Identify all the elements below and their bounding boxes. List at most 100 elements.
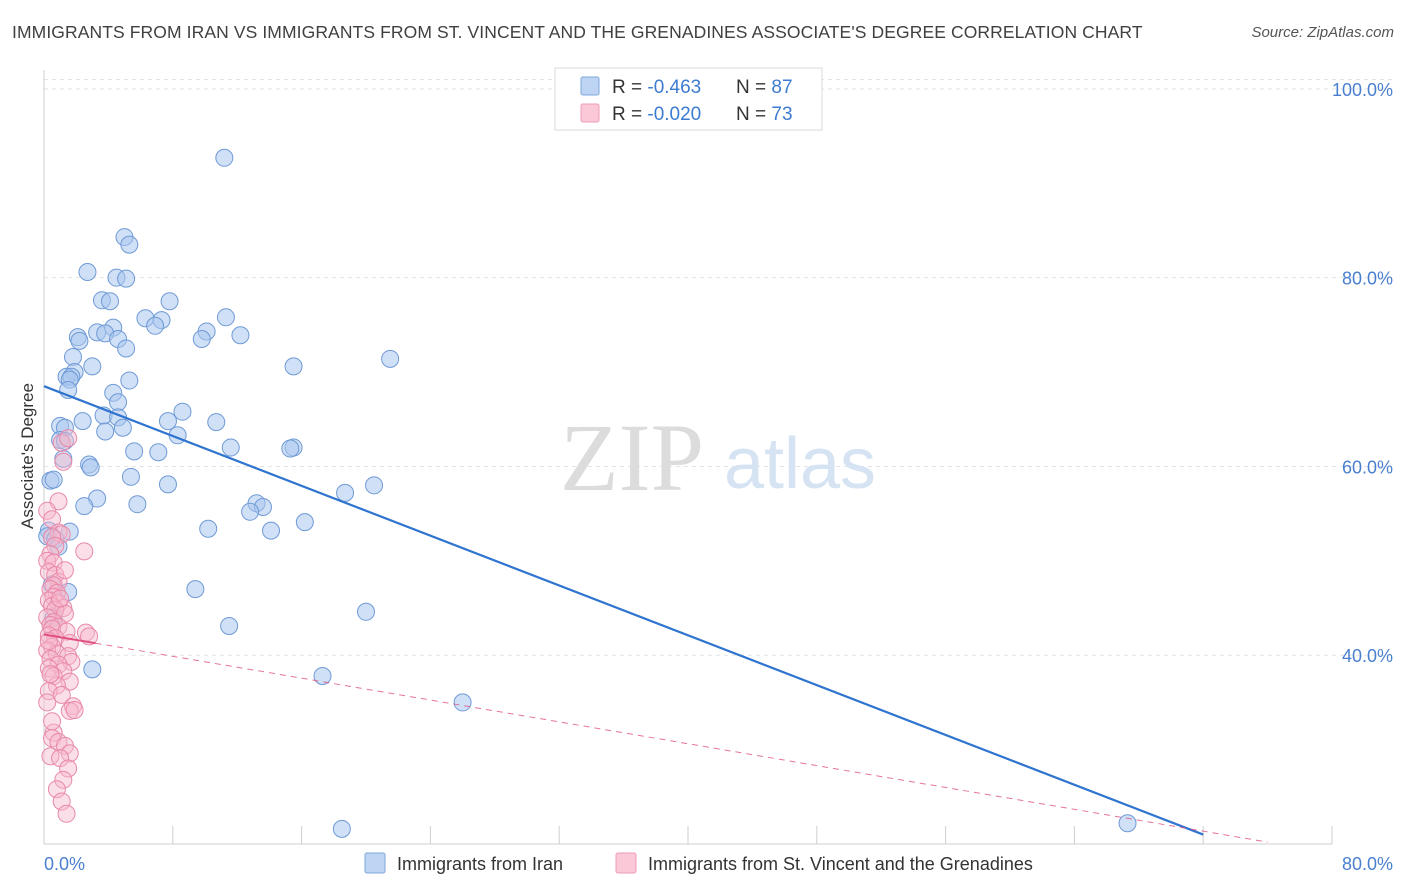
iran-point (357, 602, 375, 621)
legend-r-value-iran: -0.463 (647, 77, 701, 98)
iran-point (186, 580, 205, 599)
iran-point (101, 292, 120, 311)
stvincent-point (38, 501, 57, 520)
iran-point (281, 439, 300, 458)
iran-point (120, 371, 139, 390)
stvincent-point (51, 589, 70, 608)
stvincent-point (55, 561, 74, 580)
svg-text:R = -0.463: R = -0.463 (612, 77, 701, 98)
iran-point (83, 357, 102, 376)
iran-point (262, 521, 281, 540)
bottom-legend-swatch-stvincent (615, 852, 637, 874)
svg-text:N = 87: N = 87 (736, 77, 793, 98)
iran-point (216, 308, 235, 327)
iran-point (55, 431, 74, 450)
iran-point (125, 442, 144, 461)
stvincent-point (52, 433, 71, 452)
iran-point (117, 269, 136, 288)
iran-point (332, 819, 351, 838)
legend-r-label-iran: R = (612, 77, 647, 98)
iran-point (120, 235, 139, 254)
stvincent-point (41, 665, 60, 684)
stvincent-point (60, 744, 79, 763)
legend-n-value-stvincent: 73 (771, 104, 792, 125)
bottom-legend-swatch-iran (364, 852, 386, 874)
series-legend: Immigrants from Iran Immigrants from St.… (364, 852, 1033, 874)
iran-point (158, 412, 177, 431)
stvincent-trend-solid (43, 633, 96, 645)
x-tick-label: 0.0% (44, 854, 85, 874)
iran-point (96, 422, 115, 441)
stvincent-point (54, 770, 73, 789)
stvincent-point (57, 804, 76, 823)
iran-point (113, 418, 132, 437)
iran-point (313, 666, 332, 685)
iran-point (160, 292, 179, 311)
correlation-legend: R = -0.463 N = 87 R = -0.020 N = 73 (554, 67, 823, 131)
iran-point (207, 413, 226, 432)
y-axis-label: Associate's Degree (18, 383, 37, 529)
x-tick-labels: 0.0% 80.0% (44, 854, 1393, 874)
stvincent-point (59, 429, 78, 448)
svg-text:R = -0.020: R = -0.020 (612, 104, 701, 125)
iran-point (199, 519, 218, 538)
y-tick-label: 60.0% (1342, 457, 1393, 477)
iran-point (1118, 814, 1137, 833)
iran-point (109, 393, 128, 412)
gridlines (44, 78, 1395, 656)
stvincent-point (75, 542, 94, 561)
iran-point (63, 347, 82, 366)
stvincent-point (54, 452, 73, 471)
stvincent-point (59, 759, 78, 778)
iran-point (121, 467, 140, 486)
stvincent-point (38, 551, 57, 570)
iran-trend-line (43, 385, 1204, 836)
y-tick-label: 80.0% (1342, 269, 1393, 289)
stvincent-point (43, 712, 62, 731)
iran-point (117, 339, 136, 358)
iran-point (173, 402, 192, 421)
bottom-legend-label-iran: Immigrants from Iran (397, 854, 563, 874)
iran-point (241, 502, 260, 521)
iran-point (75, 497, 94, 516)
chart-title: IMMIGRANTS FROM IRAN VS IMMIGRANTS FROM … (12, 22, 1143, 42)
iran-point (284, 357, 303, 376)
x-tick-label: 80.0% (1342, 854, 1393, 874)
stvincent-point (38, 693, 57, 712)
watermark: ZIP atlas (560, 404, 876, 511)
stvincent-point (65, 700, 84, 719)
iran-point (365, 476, 384, 495)
iran-point (81, 458, 100, 477)
legend-n-value-iran: 87 (771, 77, 792, 98)
stvincent-trend-dashed (95, 642, 1268, 843)
stvincent-point (49, 523, 68, 542)
iran-point (192, 330, 211, 349)
svg-text:N = 73: N = 73 (736, 104, 793, 125)
iran-point (73, 412, 92, 431)
iran-point (78, 262, 97, 281)
legend-r-value-stvincent: -0.020 (647, 104, 701, 125)
source-note: Source: ZipAtlas.com (1251, 24, 1394, 41)
iran-point (146, 316, 165, 335)
iran-point (336, 483, 355, 502)
iran-point (453, 693, 472, 712)
x-ticks (172, 826, 1333, 844)
iran-point (231, 326, 250, 345)
iran-point (70, 331, 89, 350)
y-tick-label: 40.0% (1342, 646, 1393, 666)
iran-point (220, 616, 239, 635)
legend-n-label-stvincent: N = (736, 104, 771, 125)
y-tick-labels: 100.0% 80.0% 60.0% 40.0% (1332, 80, 1393, 666)
stvincent-point (57, 622, 76, 641)
legend-swatch-iran (580, 76, 600, 96)
iran-point (381, 349, 400, 368)
y-tick-label: 100.0% (1332, 80, 1393, 100)
iran-point (149, 443, 168, 462)
iran-point (128, 495, 147, 514)
watermark-zip: ZIP (560, 404, 704, 511)
legend-r-label-stvincent: R = (612, 104, 647, 125)
iran-point (221, 438, 240, 457)
iran-point (83, 660, 102, 679)
iran-point (295, 513, 314, 532)
